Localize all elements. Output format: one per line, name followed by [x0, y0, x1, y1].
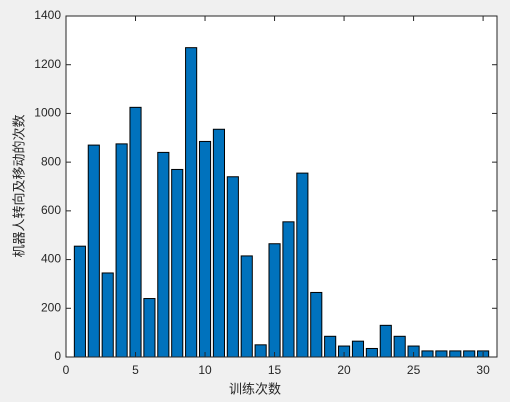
bar	[310, 291, 323, 358]
x-tick-label: 5	[132, 363, 139, 377]
x-tick-label: 30	[476, 363, 490, 377]
bar	[87, 144, 100, 358]
y-tick-label: 800	[41, 154, 61, 168]
bar	[185, 47, 198, 358]
y-tick-label: 1000	[34, 106, 61, 120]
bar	[73, 245, 86, 358]
x-tick-label: 20	[337, 363, 351, 377]
bar	[101, 272, 114, 358]
bar	[129, 106, 142, 358]
x-tick-label: 0	[63, 363, 70, 377]
bar	[212, 128, 225, 358]
bar	[268, 243, 281, 358]
bar	[157, 151, 170, 358]
bar	[226, 176, 239, 358]
bar	[240, 255, 253, 358]
x-tick-label: 25	[407, 363, 421, 377]
bar	[324, 335, 337, 358]
bar	[435, 350, 448, 358]
x-tick-label: 15	[268, 363, 282, 377]
y-tick-label: 1200	[34, 57, 61, 71]
bar	[351, 340, 365, 358]
bar	[296, 172, 309, 358]
bar	[171, 168, 184, 358]
y-tick-label: 0	[54, 349, 61, 363]
bar	[282, 221, 295, 358]
x-tick-label: 10	[198, 363, 212, 377]
bar	[254, 344, 267, 358]
bar	[198, 140, 212, 358]
axes-box	[65, 15, 498, 358]
bar	[365, 347, 378, 358]
y-tick-label: 600	[41, 203, 61, 217]
y-tick-label: 200	[41, 300, 61, 314]
y-tick-label: 1400	[34, 8, 61, 22]
bar	[421, 350, 434, 358]
bar	[143, 298, 156, 358]
bar	[393, 335, 406, 358]
bar	[379, 324, 392, 358]
bar	[115, 143, 128, 358]
x-axis-label: 训练次数	[229, 381, 281, 396]
y-axis-label: 机器人转向及移动的次数	[11, 114, 26, 257]
bar	[463, 350, 476, 358]
y-tick-label: 400	[41, 252, 61, 266]
bar	[449, 350, 462, 358]
